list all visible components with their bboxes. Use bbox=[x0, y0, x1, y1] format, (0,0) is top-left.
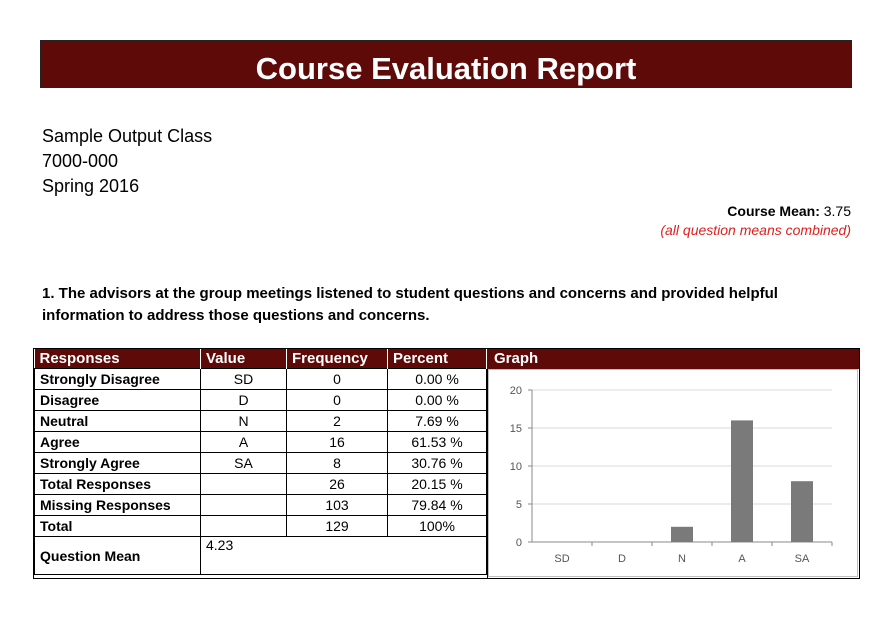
header-value: Value bbox=[200, 349, 287, 369]
response-label: Agree bbox=[34, 431, 201, 453]
response-value bbox=[200, 515, 287, 537]
table-row: Total Responses 26 20.15 % bbox=[34, 473, 487, 495]
response-label: Strongly Agree bbox=[34, 452, 201, 474]
table-row: Disagree D 0 0.00 % bbox=[34, 389, 487, 411]
table-row: Total 129 100% bbox=[34, 515, 487, 537]
question-mean-value: 4.23 bbox=[200, 536, 487, 575]
response-label: Disagree bbox=[34, 389, 201, 411]
response-frequency: 103 bbox=[286, 494, 388, 516]
frequency-bar-chart: 0 5 10 15 20 SD D N A SA bbox=[488, 369, 858, 577]
y-tick-label: 0 bbox=[516, 537, 522, 549]
response-value: SA bbox=[200, 452, 287, 474]
bar-n bbox=[671, 526, 693, 542]
table-row: Strongly Agree SA 8 30.76 % bbox=[34, 452, 487, 474]
course-mean-block: Course Mean: 3.75 (all question means co… bbox=[660, 202, 851, 240]
y-tick-label: 15 bbox=[510, 423, 522, 435]
y-tick-label: 5 bbox=[516, 499, 522, 511]
header-percent: Percent bbox=[387, 349, 487, 369]
response-value: N bbox=[200, 410, 287, 432]
x-tick-label-sd: SD bbox=[554, 553, 569, 565]
question-text: 1. The advisors at the group meetings li… bbox=[42, 285, 778, 324]
table-row: Strongly Disagree SD 0 0.00 % bbox=[34, 368, 487, 390]
response-value: SD bbox=[200, 368, 287, 390]
term: Spring 2016 bbox=[42, 176, 140, 196]
response-percent: 0.00 % bbox=[387, 368, 487, 390]
table-row: Agree A 16 61.53 % bbox=[34, 431, 487, 453]
report-title-banner: Course Evaluation Report bbox=[40, 40, 852, 88]
y-tick-label: 20 bbox=[510, 385, 522, 397]
response-percent: 20.15 % bbox=[387, 473, 487, 495]
response-frequency: 0 bbox=[286, 368, 388, 390]
bar-a bbox=[731, 420, 753, 542]
graph-header: Graph bbox=[487, 349, 859, 369]
response-label: Missing Responses bbox=[34, 494, 201, 516]
response-table: Responses Value Frequency Percent Strong… bbox=[34, 349, 487, 575]
response-frequency: 26 bbox=[286, 473, 388, 495]
question-mean-label: Question Mean bbox=[34, 536, 201, 575]
response-percent: 100% bbox=[387, 515, 487, 537]
response-frequency: 2 bbox=[286, 410, 388, 432]
response-percent: 7.69 % bbox=[387, 410, 487, 432]
header-responses: Responses bbox=[34, 349, 201, 369]
x-tick-label-a: A bbox=[738, 553, 746, 565]
response-percent: 61.53 % bbox=[387, 431, 487, 453]
response-percent: 0.00 % bbox=[387, 389, 487, 411]
report-title: Course Evaluation Report bbox=[255, 51, 637, 86]
response-label: Total bbox=[34, 515, 201, 537]
x-tick-label-d: D bbox=[618, 553, 626, 565]
response-frequency: 0 bbox=[286, 389, 388, 411]
response-value: D bbox=[200, 389, 287, 411]
x-tick-label-n: N bbox=[678, 553, 686, 565]
response-frequency: 8 bbox=[286, 452, 388, 474]
course-mean-note: (all question means combined) bbox=[660, 222, 851, 238]
course-mean-label: Course Mean: bbox=[727, 203, 820, 219]
class-code: 7000-000 bbox=[42, 151, 119, 171]
response-percent: 79.84 % bbox=[387, 494, 487, 516]
table-row: Missing Responses 103 79.84 % bbox=[34, 494, 487, 516]
class-name: Sample Output Class bbox=[42, 126, 213, 146]
response-label: Neutral bbox=[34, 410, 201, 432]
response-label: Strongly Disagree bbox=[34, 368, 201, 390]
response-value bbox=[200, 473, 287, 495]
x-tick-label-sa: SA bbox=[795, 553, 810, 565]
response-frequency: 129 bbox=[286, 515, 388, 537]
y-tick-label: 10 bbox=[510, 461, 522, 473]
header-frequency: Frequency bbox=[286, 349, 388, 369]
response-percent: 30.76 % bbox=[387, 452, 487, 474]
response-frequency: 16 bbox=[286, 431, 388, 453]
response-value: A bbox=[200, 431, 287, 453]
graph-panel: 0 5 10 15 20 SD D N A SA bbox=[487, 369, 859, 578]
table-row: Neutral N 2 7.69 % bbox=[34, 410, 487, 432]
chart-frame bbox=[488, 369, 858, 577]
response-value bbox=[200, 494, 287, 516]
course-mean-value: 3.75 bbox=[823, 203, 851, 219]
response-label: Total Responses bbox=[34, 473, 201, 495]
response-table-box: Responses Value Frequency Percent Strong… bbox=[33, 348, 860, 579]
bar-sa bbox=[791, 481, 813, 542]
